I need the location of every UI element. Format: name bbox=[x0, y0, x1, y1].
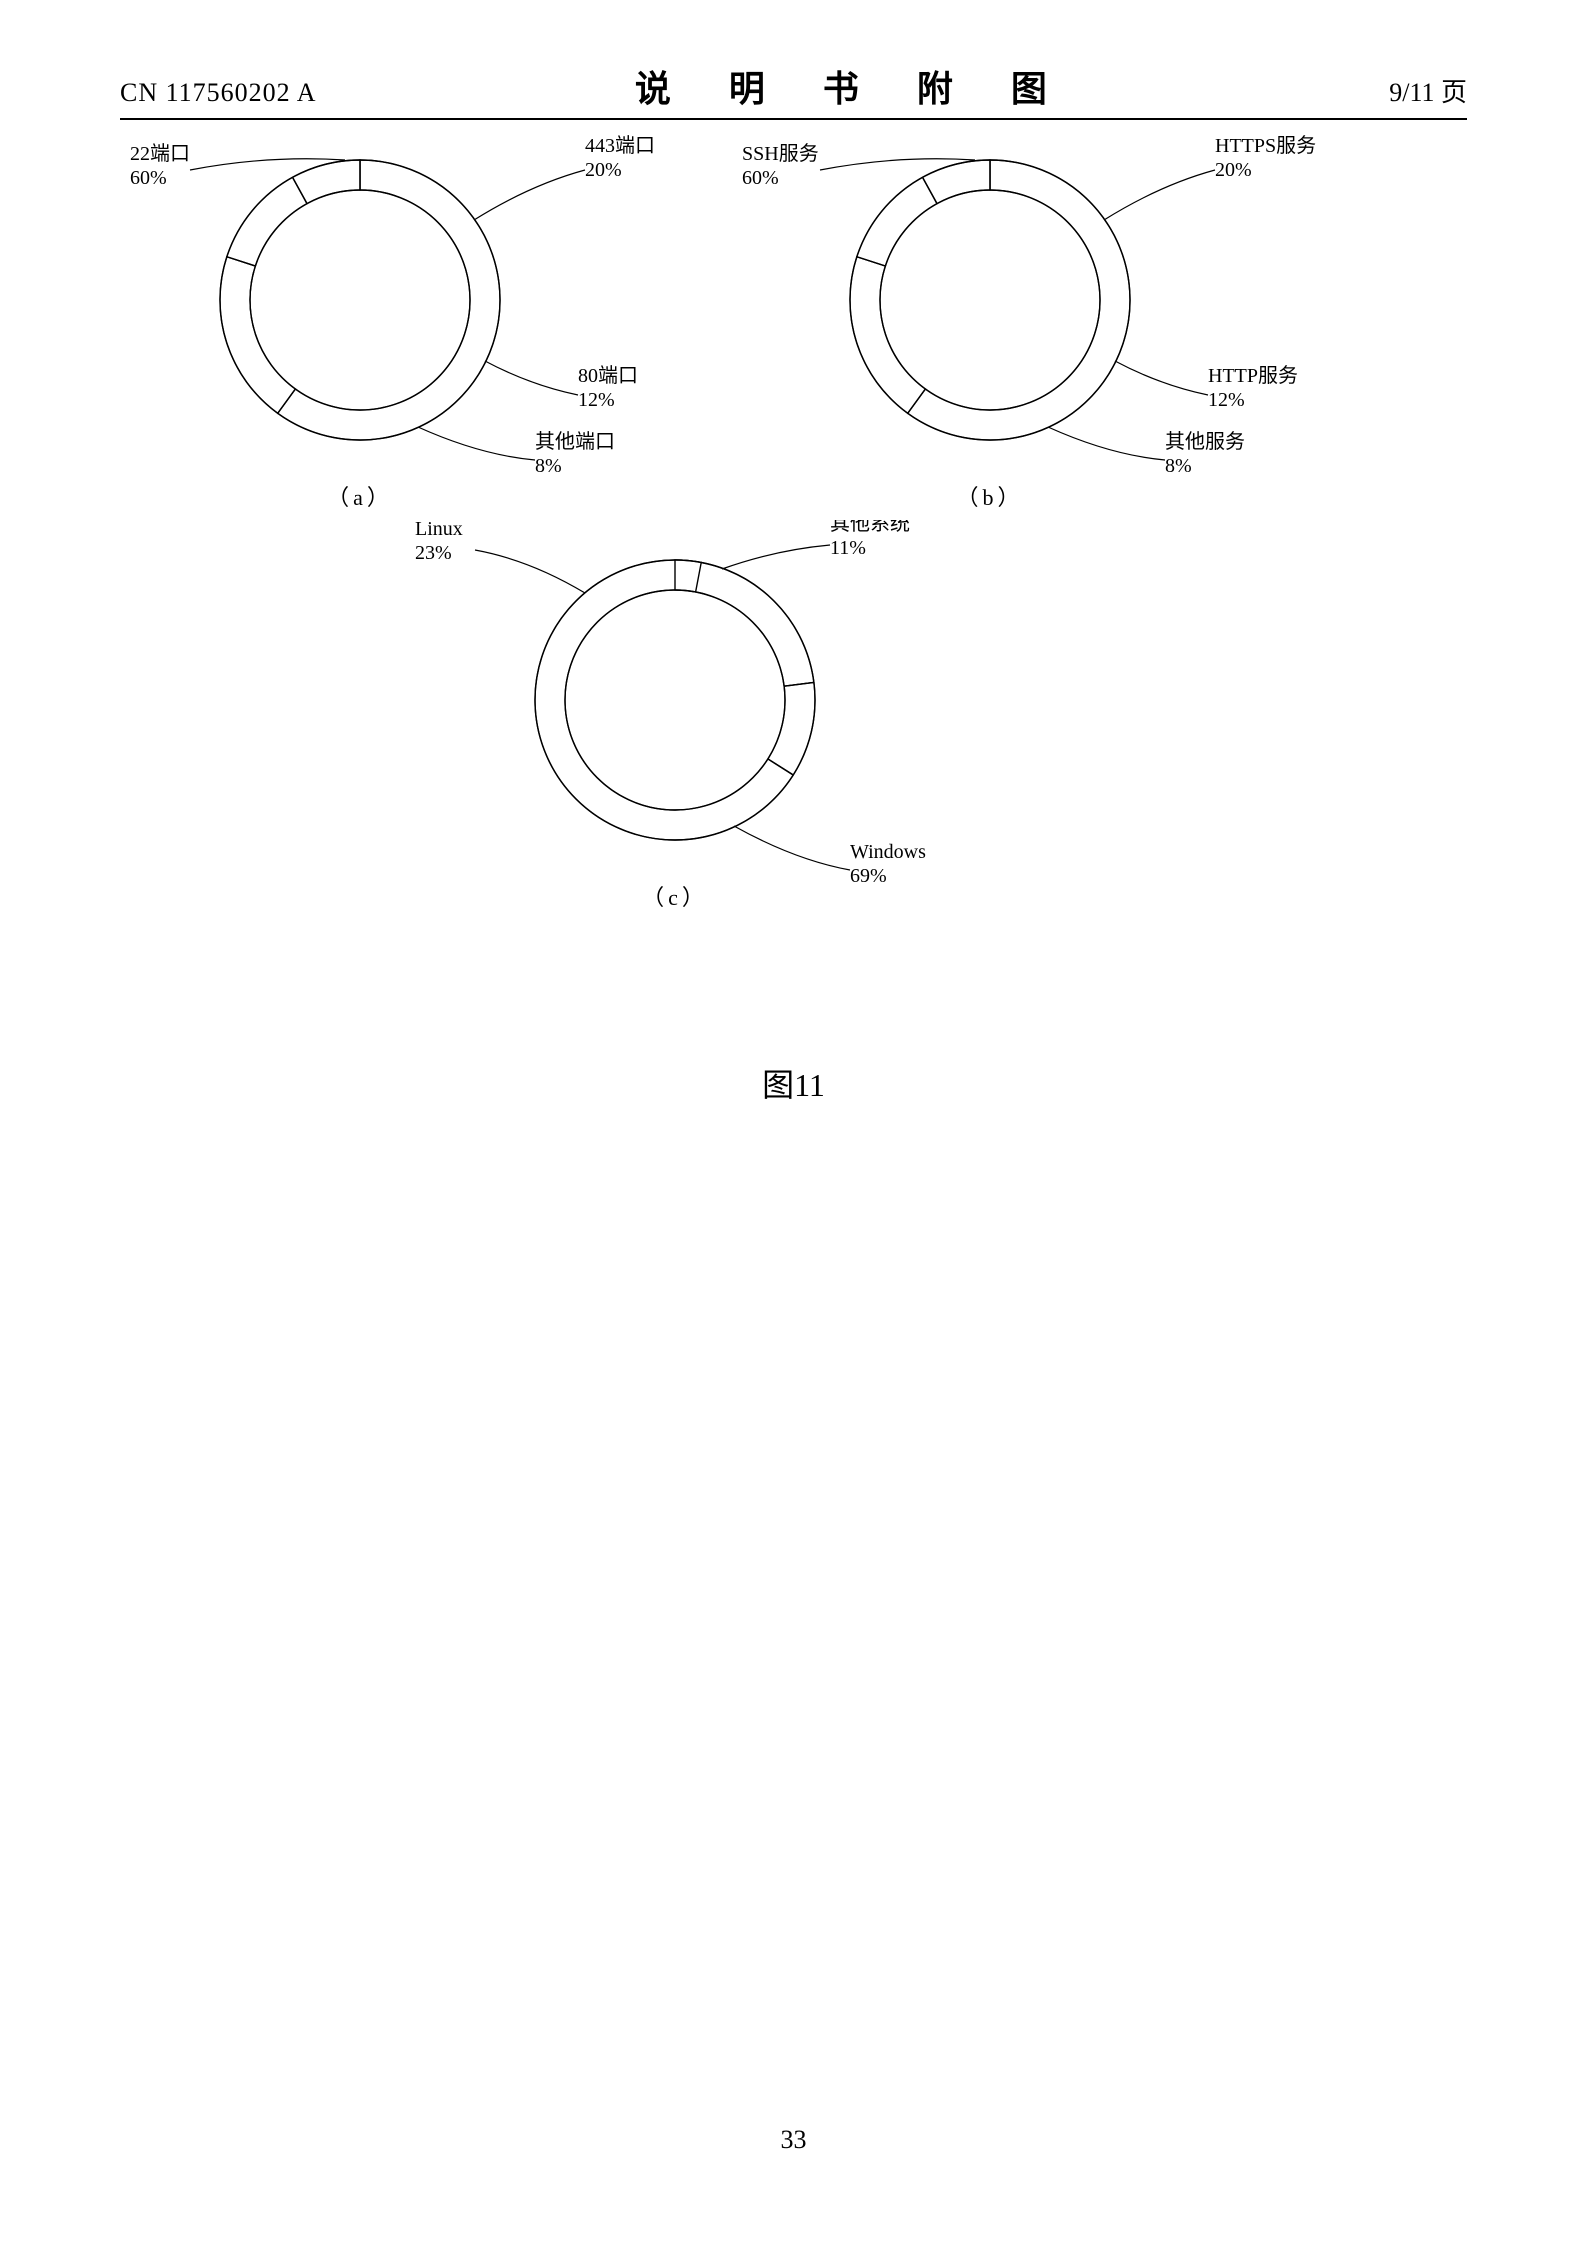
leader-line bbox=[734, 826, 850, 870]
leader-line bbox=[485, 361, 578, 395]
page-number: 33 bbox=[0, 2125, 1587, 2155]
slice-label: 其他端口 bbox=[535, 430, 615, 453]
leader-line bbox=[474, 170, 585, 220]
donut-slice bbox=[850, 257, 925, 414]
slice-label: SSH服务 bbox=[742, 142, 819, 165]
leader-line bbox=[1048, 427, 1165, 460]
leader-line bbox=[1104, 170, 1215, 220]
slice-label: 其他系统 bbox=[830, 520, 910, 535]
slice-percent: 8% bbox=[535, 455, 562, 477]
slice-percent: 60% bbox=[130, 167, 167, 189]
section-title: 说 明 书 附 图 bbox=[635, 60, 1071, 112]
slice-label: 80端口 bbox=[578, 364, 638, 387]
page-of-total: 9/11 页 bbox=[1389, 72, 1467, 109]
leader-line bbox=[475, 550, 585, 593]
subfigure-caption-c: （c） bbox=[625, 880, 725, 912]
slice-percent: 23% bbox=[415, 542, 452, 564]
donut-chart-c: Linux23% 其他系统 11% Windows69% bbox=[375, 520, 1075, 920]
slice-percent: 20% bbox=[585, 159, 622, 181]
subfigure-caption-a: （a） bbox=[310, 480, 410, 512]
donut-slice bbox=[220, 257, 295, 414]
donut-slice bbox=[227, 177, 307, 266]
slice-percent: 12% bbox=[1208, 389, 1245, 411]
slice-label: Linux bbox=[415, 520, 463, 540]
slice-percent: 8% bbox=[1165, 455, 1192, 477]
donut-chart-b: SSH服务60% HTTPS服务20% HTTP服务12% 其他服务8% bbox=[690, 120, 1390, 520]
page-header: CN 117560202 A 说 明 书 附 图 9/11 页 bbox=[120, 60, 1467, 120]
figure-11-area: 22端口60%443端口20%80端口12%其他端口8%（a）SSH服务60%H… bbox=[120, 130, 1467, 1030]
donut-slice bbox=[768, 682, 815, 775]
subfigure-caption-b: （b） bbox=[940, 480, 1040, 512]
slice-label: Windows bbox=[850, 841, 926, 863]
slice-percent: 12% bbox=[578, 389, 615, 411]
donut-slice bbox=[857, 177, 937, 266]
patent-page: CN 117560202 A 说 明 书 附 图 9/11 页 22端口60%4… bbox=[0, 0, 1587, 2245]
document-id: CN 117560202 A bbox=[120, 78, 317, 108]
leader-line bbox=[1115, 361, 1208, 395]
slice-label: HTTPS服务 bbox=[1215, 134, 1316, 157]
donut-chart-a: 22端口60% 443端口20% 80端口12% 其他端口8% bbox=[60, 120, 760, 520]
figure-label: 图11 bbox=[120, 1060, 1467, 1106]
slice-percent: 69% bbox=[850, 865, 887, 887]
slice-percent: 20% bbox=[1215, 159, 1252, 181]
slice-label: 443端口 bbox=[585, 134, 655, 157]
slice-percent: 11% bbox=[830, 537, 866, 559]
slice-percent: 60% bbox=[742, 167, 779, 189]
leader-line bbox=[722, 545, 830, 569]
leader-line bbox=[418, 427, 535, 460]
slice-label: 22端口 bbox=[130, 142, 190, 165]
slice-label: 其他服务 bbox=[1165, 430, 1245, 453]
slice-label: HTTP服务 bbox=[1208, 364, 1298, 387]
